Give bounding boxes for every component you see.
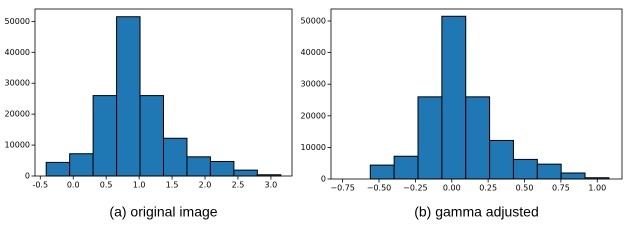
x-tick-label: 0.25 bbox=[479, 184, 497, 193]
y-tick-label: 10000 bbox=[301, 143, 326, 152]
x-tick-label: −0.75 bbox=[330, 184, 355, 193]
bar bbox=[45, 161, 71, 177]
bar bbox=[560, 172, 586, 180]
x-tick-label: 0.0 bbox=[67, 181, 80, 190]
x-tick-label: 0.00 bbox=[443, 184, 461, 193]
bar bbox=[465, 96, 491, 180]
x-tick-label: 1.0 bbox=[133, 181, 146, 190]
y-tick-label: 20000 bbox=[301, 111, 326, 120]
y-tick-label: 30000 bbox=[301, 80, 326, 89]
figure: 0 10000 20000 30000 40000 50000 -0.5 0.0 0.5 1.0 1… bbox=[5, 8, 623, 220]
axes-frame bbox=[330, 8, 623, 180]
x-tick-label: 2.5 bbox=[232, 181, 245, 190]
x-tick-label: 0.50 bbox=[516, 184, 534, 193]
bar bbox=[489, 139, 514, 180]
caption: (b) gamma adjusted bbox=[414, 204, 539, 220]
x-tick-label: 3.0 bbox=[265, 181, 278, 190]
bar bbox=[417, 96, 443, 180]
bar bbox=[116, 16, 141, 177]
caption: (a) original image bbox=[109, 204, 217, 220]
y-tick-label: 50000 bbox=[301, 17, 326, 26]
axes-frame bbox=[34, 8, 293, 177]
bar bbox=[536, 163, 562, 180]
y-tick-label: 0 bbox=[25, 172, 30, 181]
y-tick-label: 20000 bbox=[5, 110, 30, 119]
bar bbox=[186, 156, 211, 177]
y-tick-label: 40000 bbox=[5, 48, 30, 57]
x-tick-label: −0.25 bbox=[403, 184, 428, 193]
bar bbox=[441, 15, 467, 180]
bar bbox=[92, 95, 118, 177]
x-tick-label: 1.00 bbox=[588, 184, 606, 193]
bar bbox=[163, 137, 188, 177]
bar bbox=[139, 95, 164, 177]
x-tick-label: -0.5 bbox=[32, 181, 48, 190]
y-tick-label: 10000 bbox=[5, 141, 30, 150]
y-tick-label: 30000 bbox=[5, 79, 30, 88]
x-tick-label: 1.5 bbox=[166, 181, 179, 190]
bar bbox=[209, 160, 235, 177]
x-tick-label: 0.5 bbox=[100, 181, 113, 190]
y-tick-label: 40000 bbox=[301, 48, 326, 57]
y-tick-label: 0 bbox=[321, 175, 326, 184]
bar bbox=[369, 164, 395, 180]
bar bbox=[69, 153, 94, 177]
bar bbox=[233, 169, 258, 177]
y-tick-label: 50000 bbox=[5, 17, 30, 26]
x-tick-label: 0.75 bbox=[552, 184, 570, 193]
x-tick-label: −0.50 bbox=[367, 184, 392, 193]
bar bbox=[512, 158, 538, 180]
bar bbox=[393, 155, 419, 180]
x-tick-label: 2.0 bbox=[199, 181, 212, 190]
